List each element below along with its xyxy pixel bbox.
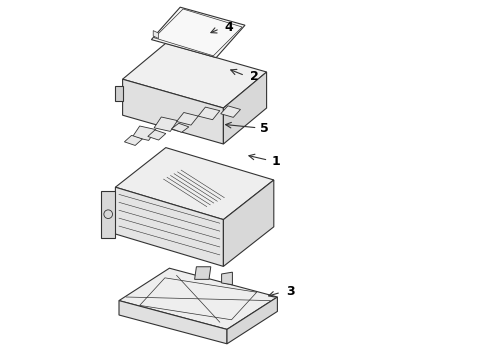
Polygon shape <box>124 135 143 145</box>
Polygon shape <box>153 31 159 39</box>
Text: 4: 4 <box>224 21 233 34</box>
Polygon shape <box>151 7 245 58</box>
Polygon shape <box>220 106 241 117</box>
Polygon shape <box>148 130 166 140</box>
Polygon shape <box>223 72 267 144</box>
Text: 1: 1 <box>271 155 280 168</box>
Polygon shape <box>176 112 198 125</box>
Polygon shape <box>116 148 274 220</box>
Polygon shape <box>172 123 189 132</box>
Polygon shape <box>198 107 220 120</box>
Text: 5: 5 <box>260 122 269 135</box>
Polygon shape <box>223 180 274 266</box>
Polygon shape <box>154 117 177 131</box>
Polygon shape <box>132 126 156 140</box>
Polygon shape <box>195 267 211 279</box>
Text: 2: 2 <box>249 70 258 83</box>
Polygon shape <box>122 79 223 144</box>
Polygon shape <box>221 272 232 285</box>
Polygon shape <box>122 43 267 108</box>
Text: 3: 3 <box>286 285 294 298</box>
Polygon shape <box>116 187 223 266</box>
Polygon shape <box>227 297 277 344</box>
Polygon shape <box>119 301 227 344</box>
Polygon shape <box>101 191 116 238</box>
Polygon shape <box>119 268 277 329</box>
Polygon shape <box>116 86 122 101</box>
